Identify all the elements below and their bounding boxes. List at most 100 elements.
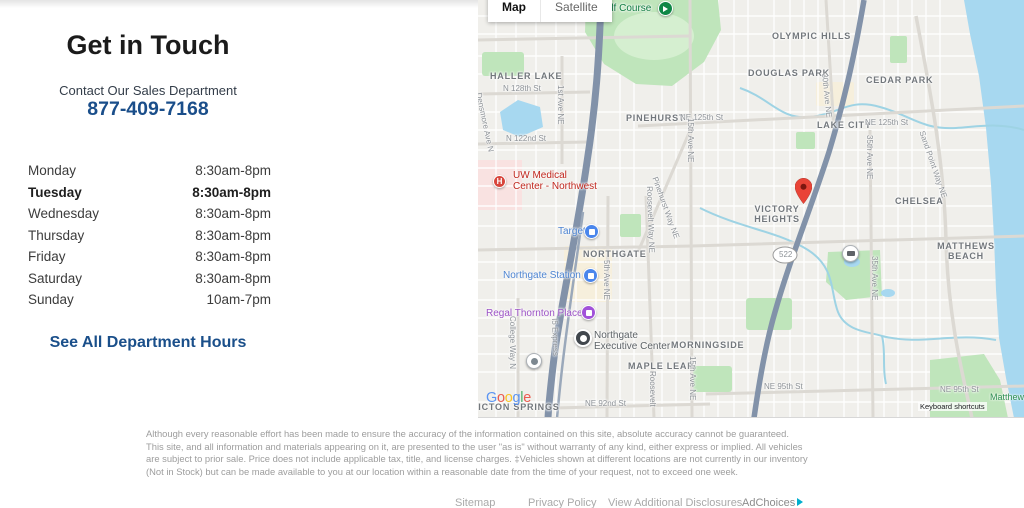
adchoices-icon bbox=[797, 498, 804, 506]
sales-phone-link[interactable]: 877-409-7168 bbox=[87, 98, 209, 120]
footer-privacy-link[interactable]: Privacy Policy bbox=[528, 497, 597, 508]
golf-green-icon[interactable] bbox=[658, 1, 673, 16]
hours-time: 8:30am-8pm bbox=[192, 184, 271, 200]
park-label-matthews-beach: Matthews Beach bbox=[990, 392, 1024, 402]
hours-row: Saturday 8:30am-8pm bbox=[28, 268, 271, 290]
water-areas bbox=[500, 0, 1024, 417]
sr-522-road bbox=[751, 0, 867, 417]
hours-day: Monday bbox=[28, 163, 77, 178]
map-road-label: 1st Ave NE bbox=[556, 85, 565, 125]
building-dark-icon[interactable] bbox=[574, 329, 592, 347]
route-522-shield bbox=[772, 246, 798, 264]
map-area-label: VICTORY HEIGHTS bbox=[754, 204, 800, 225]
footer-sitemap-link[interactable]: Sitemap bbox=[455, 497, 496, 508]
hours-time: 8:30am-8pm bbox=[195, 206, 271, 221]
map-area-label: CHELSEA bbox=[895, 196, 944, 206]
footer-disclosures-link[interactable]: View Additional Disclosures bbox=[608, 497, 743, 508]
map-type-control: Map Satellite bbox=[488, 0, 612, 22]
map-area-label: CEDAR PARK bbox=[866, 75, 934, 85]
map-canvas[interactable]: HALLER LAKE PINEHURST OLYMPIC HILLS DOUGLAS… bbox=[478, 0, 1024, 418]
store-blue-icon[interactable] bbox=[583, 268, 598, 283]
map-area-label: PINEHURST bbox=[626, 113, 686, 123]
top-divider bbox=[0, 0, 478, 8]
map-poi-label: UW Medical Center - Northwest bbox=[513, 170, 597, 193]
map-road-label: Roosevelt bbox=[648, 371, 657, 407]
map-poi-label: Northgate Executive Center bbox=[594, 330, 671, 353]
map-road-label: I5 Express bbox=[550, 317, 561, 357]
map-poi-label: Northgate Station bbox=[503, 270, 581, 281]
hours-day: Tuesday bbox=[28, 184, 82, 200]
hospital-red-icon[interactable] bbox=[493, 175, 506, 188]
hours-day: Wednesday bbox=[28, 206, 100, 221]
map-poi-label: Regal Thornton Place bbox=[486, 308, 583, 319]
hours-time: 8:30am-8pm bbox=[195, 227, 271, 243]
legal-disclaimer: Although every reasonable effort has bee… bbox=[146, 428, 808, 477]
hours-row-today: Tuesday 8:30am-8pm bbox=[28, 182, 271, 204]
generic-gray-icon[interactable] bbox=[526, 353, 542, 369]
map-road-label: 35th Ave NE bbox=[870, 256, 879, 301]
hours-row: Friday 8:30am-8pm bbox=[28, 246, 271, 268]
hours-time: 8:30am-8pm bbox=[195, 249, 271, 264]
map-road-label: 15th Ave NE bbox=[686, 118, 695, 163]
map-area-label: DOUGLAS PARK bbox=[748, 68, 830, 78]
map-road-label: NE 125th St bbox=[680, 113, 724, 122]
hours-row: Sunday 10am-7pm bbox=[28, 289, 271, 311]
map-road-label: 5th Ave NE bbox=[602, 260, 611, 300]
map-area-label: LAKE CITY bbox=[817, 120, 872, 130]
map-marker red-pin[interactable] bbox=[794, 178, 813, 209]
map-view-button[interactable]: Map bbox=[502, 0, 526, 14]
hours-row: Thursday 8:30am-8pm bbox=[28, 225, 271, 247]
map-road-label: Densmore Ave N bbox=[478, 91, 496, 153]
map-base-graphics bbox=[478, 0, 1024, 417]
adchoices-link[interactable]: AdChoices bbox=[742, 497, 804, 508]
page-title: Get in Touch bbox=[66, 30, 230, 60]
adchoices-label: AdChoices bbox=[742, 497, 796, 508]
arterial-roads bbox=[478, 0, 1024, 417]
keyboard-shortcuts-link[interactable]: Keyboard shortcuts bbox=[918, 402, 987, 411]
hours-day: Saturday bbox=[28, 270, 83, 286]
map-road-label: NE 95th St bbox=[764, 382, 803, 391]
map-road-label: College Way N bbox=[508, 316, 517, 370]
hours-row: Monday 8:30am-8pm bbox=[28, 160, 271, 182]
satellite-view-button[interactable]: Satellite bbox=[540, 0, 612, 22]
footer-links: Sitemap Privacy Policy View Additional D… bbox=[0, 497, 1024, 508]
map-road-label: 30th Ave NE bbox=[820, 72, 834, 118]
map-road-label: NE 95th St bbox=[940, 385, 979, 394]
map-road-label: 522 bbox=[779, 250, 793, 259]
see-all-hours-link[interactable]: See All Department Hours bbox=[49, 334, 247, 351]
map-area-label: HALLER LAKE bbox=[490, 71, 563, 81]
map-road-label: NE 125th St bbox=[865, 118, 909, 127]
contact-subheading: Contact Our Sales Department bbox=[59, 83, 237, 98]
map-road-label: 15th Ave NE bbox=[688, 356, 697, 401]
map-road-label: Sand Point Way NE bbox=[917, 129, 949, 200]
map-poi-label: Target bbox=[558, 226, 586, 237]
interstate-5-road bbox=[544, 0, 605, 417]
creek-lines bbox=[699, 87, 1024, 385]
map-area-label: LICTON SPRINGS bbox=[478, 402, 560, 412]
map-road-label: N 128th St bbox=[503, 84, 541, 93]
google-logo[interactable]: Google bbox=[486, 390, 531, 406]
map-road-label: Roosevelt Way NE bbox=[645, 185, 657, 254]
hours-time: 8:30am-8pm bbox=[195, 270, 271, 286]
map-area-label: MORNINGSIDE bbox=[671, 340, 745, 350]
park-areas bbox=[482, 0, 1008, 417]
i5-express-road bbox=[555, 211, 585, 417]
map-area-label: NORTHGATE bbox=[583, 249, 647, 259]
contact-panel: Get in Touch Contact Our Sales Departmen… bbox=[0, 0, 296, 420]
hours-day: Sunday bbox=[28, 292, 74, 307]
map-area-label: OLYMPIC HILLS bbox=[772, 31, 852, 41]
hours-time: 10am-7pm bbox=[206, 292, 271, 307]
film-purple-icon[interactable] bbox=[581, 305, 596, 320]
map-labels-layer: HALLER LAKE PINEHURST OLYMPIC HILLS DOUGLAS… bbox=[478, 0, 1024, 417]
map-road-label: NE 92nd St bbox=[585, 399, 626, 408]
hours-table: Monday 8:30am-8pm Tuesday 8:30am-8pm Wedne… bbox=[28, 160, 271, 311]
school-gray-icon[interactable] bbox=[842, 245, 859, 262]
hours-row: Wednesday 8:30am-8pm bbox=[28, 203, 271, 225]
store-blue-icon[interactable] bbox=[584, 224, 599, 239]
map-area-label: MATTHEWS BEACH bbox=[937, 241, 995, 262]
hours-day: Friday bbox=[28, 249, 66, 264]
map-road-label: 35th Ave NE bbox=[865, 135, 874, 180]
map-road-label: N 122nd St bbox=[506, 134, 547, 143]
map-area-label: MAPLE LEAF bbox=[628, 361, 694, 371]
